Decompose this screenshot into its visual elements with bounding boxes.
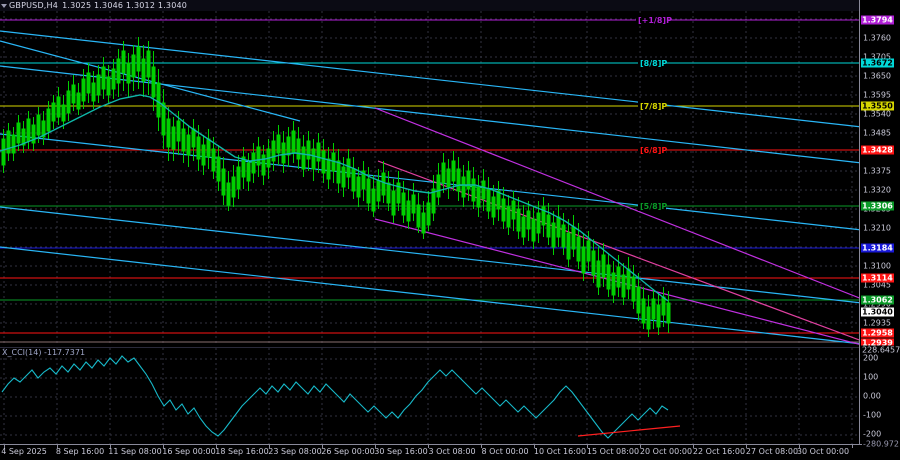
- price-label-highlight: 1.3306: [861, 201, 894, 211]
- murrey-label-5-8: [5/8]P: [640, 202, 667, 211]
- price-tick: 1.3595: [863, 90, 891, 100]
- time-label: 15 Oct 08:00: [586, 447, 640, 456]
- price-label-highlight: 1.3550: [861, 101, 894, 111]
- price-label-highlight: 1.3794: [861, 15, 894, 25]
- price-tick: 1.3705: [863, 52, 891, 62]
- murrey-label-6-8: [6/8]P: [640, 146, 667, 155]
- moving-average-line: [0, 94, 669, 302]
- indicator-tick: 100: [863, 372, 879, 382]
- price-label-highlight: 1.3062: [861, 295, 894, 305]
- price-pane[interactable]: [+1/8]P [8/8]P [7/8]P [6/8]P [5/8]P: [0, 11, 862, 345]
- time-label: 8 Sep 16:00: [55, 447, 105, 456]
- time-label: 27 Oct 08:00: [745, 447, 799, 456]
- cyan-channel-line-4: [0, 206, 862, 304]
- magenta-channel-group: [374, 107, 862, 345]
- time-label: 30 Sep 16:00: [374, 447, 428, 456]
- indicator-grid-horizontal: [0, 358, 862, 436]
- murrey-label-group: [+1/8]P [8/8]P [7/8]P [6/8]P [5/8]P: [636, 15, 672, 211]
- price-chart-svg: [+1/8]P [8/8]P [7/8]P [6/8]P [5/8]P: [0, 11, 862, 345]
- indicator-pane[interactable]: [0, 347, 862, 446]
- time-label: 4 Sep 2025: [1, 447, 47, 456]
- time-label: 11 Sep 08:00: [108, 447, 162, 456]
- symbol-label: GBPUSD,H4: [9, 1, 59, 10]
- magenta-channel-upper: [374, 107, 862, 300]
- time-label: 22 Oct 16:00: [692, 447, 746, 456]
- price-label-highlight: 1.3428: [861, 145, 894, 155]
- ohlc-values: 1.3025 1.3046 1.3012 1.3040: [62, 1, 188, 10]
- price-label-current: 1.3040: [861, 307, 894, 317]
- price-tick: 1.3320: [863, 185, 891, 195]
- time-label: 3 Oct 08:00: [428, 447, 476, 456]
- time-label: 8 Oct 00:00: [481, 447, 529, 456]
- triangle-down-icon[interactable]: [1, 3, 7, 8]
- time-scale[interactable]: 4 Sep 2025 8 Sep 16:00 11 Sep 08:00 16 S…: [0, 444, 862, 460]
- price-scale[interactable]: 1.3815 1.3760 1.3705 1.3650 1.3595 1.354…: [859, 0, 900, 450]
- cci-line: [1, 355, 669, 439]
- indicator-tick: 0.00: [863, 391, 881, 401]
- indicator-tick: -100: [863, 410, 882, 420]
- time-label: 26 Sep 00:00: [321, 447, 375, 456]
- time-label: 16 Sep 00:00: [162, 447, 216, 456]
- murrey-label-8-8: [8/8]P: [640, 59, 667, 68]
- price-tick: 1.3540: [863, 109, 891, 119]
- price-label-highlight: 1.3672: [861, 58, 894, 68]
- price-tick: 1.3485: [863, 128, 891, 138]
- chart-title-bar[interactable]: GBPUSD,H4 1.3025 1.3046 1.3012 1.3040: [0, 0, 862, 11]
- murrey-label-plus1-8: [+1/8]P: [638, 16, 672, 25]
- price-tick: 1.3045: [863, 280, 891, 290]
- cyan-channel-line-3: [0, 133, 862, 231]
- price-label-highlight: 1.2958: [861, 328, 894, 338]
- indicator-tick: 200: [863, 353, 879, 363]
- cci-trendline: [577, 425, 681, 437]
- time-label: 30 Oct 00:00: [796, 447, 850, 456]
- time-label: 10 Oct 16:00: [533, 447, 587, 456]
- indicator-chart-svg: [0, 348, 862, 446]
- grid-horizontal: [0, 18, 862, 343]
- indicator-scale-bottom: -280.972: [863, 439, 899, 449]
- indicator-tick: -200: [863, 429, 882, 439]
- price-tick: 1.2935: [863, 318, 891, 328]
- price-tick: 1.3760: [863, 33, 891, 43]
- time-label: 23 Sep 08:00: [268, 447, 322, 456]
- price-label-highlight: 1.3114: [861, 273, 894, 283]
- price-tick: 1.3100: [863, 261, 891, 271]
- price-label-highlight: 1.2939: [861, 338, 894, 348]
- time-label: 18 Sep 16:00: [215, 447, 269, 456]
- indicator-scale-top: 228.6457: [861, 345, 900, 355]
- price-tick: 1.3375: [863, 166, 891, 176]
- cyan-channel-line-5: [0, 246, 862, 345]
- time-label: 20 Oct 00:00: [639, 447, 693, 456]
- murrey-label-7-8: [7/8]P: [640, 102, 667, 111]
- indicator-grid-vertical: [3, 348, 853, 446]
- price-tick: 1.3650: [863, 71, 891, 81]
- price-tick: 1.3210: [863, 223, 891, 233]
- price-label-highlight: 1.3184: [861, 243, 894, 253]
- cyan-inner-segment: [0, 40, 301, 122]
- indicator-label: X_CCI(14) -117.7371: [2, 348, 86, 357]
- candlestick-series: [1, 37, 671, 337]
